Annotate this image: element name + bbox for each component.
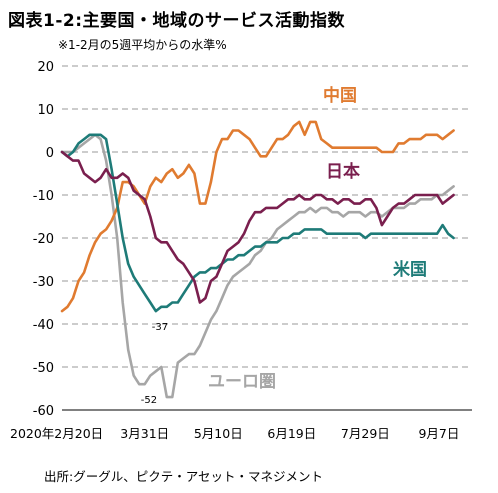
chart-title: 図表1-2:主要国・地域のサービス活動指数 xyxy=(8,11,346,31)
series-line-2 xyxy=(60,133,455,313)
series-line-0 xyxy=(60,120,455,313)
series-lines xyxy=(60,120,455,399)
x-tick-label: 5月10日 xyxy=(194,426,243,441)
x-tick-label: 7月29日 xyxy=(341,426,390,441)
series-line-1 xyxy=(60,150,455,304)
y-tick-label: -10 xyxy=(33,189,54,204)
y-tick-label: -40 xyxy=(33,318,54,333)
x-tick-label: 2020年2月20日 xyxy=(10,426,103,441)
chart-source: 出所:グーグル、ピクテ・アセット・マネジメント xyxy=(44,469,323,484)
x-tick-label: 6月19日 xyxy=(267,426,316,441)
y-tick-label: 10 xyxy=(37,103,54,118)
y-tick-label: -50 xyxy=(33,361,54,376)
annotations: -37 -52 xyxy=(141,322,168,406)
x-tick-label: 3月31日 xyxy=(120,426,169,441)
x-axis: 2020年2月20日 3月31日 5月10日 6月19日 7月29日 9月7日 xyxy=(10,409,472,441)
annotation-label: -52 xyxy=(141,395,157,406)
series-label: 中国 xyxy=(323,85,357,106)
y-tick-label: -60 xyxy=(33,404,54,419)
annotation-label: -37 xyxy=(152,322,168,333)
series-label: ユーロ圏 xyxy=(208,372,276,392)
series-line-3 xyxy=(60,133,455,399)
series-label: 日本 xyxy=(326,161,360,182)
y-axis-ticks: 20 10 0 -10 -20 -30 -40 -50 -60 xyxy=(33,60,54,419)
x-tick-label: 9月7日 xyxy=(418,426,459,441)
y-tick-label: 20 xyxy=(37,60,54,75)
y-tick-label: -30 xyxy=(33,275,54,290)
series-label: 米国 xyxy=(393,259,427,280)
y-tick-label: 0 xyxy=(46,146,54,161)
chart-subtitle: ※1-2月の5週平均からの水準% xyxy=(58,38,227,52)
y-tick-label: -20 xyxy=(33,232,54,247)
